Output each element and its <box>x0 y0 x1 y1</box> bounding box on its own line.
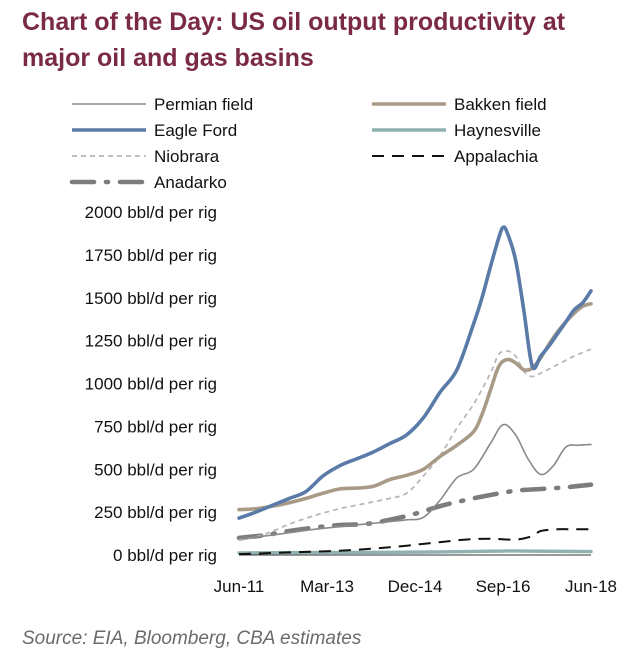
legend-item-permian-field: Permian field <box>72 95 253 114</box>
y-tick-label: 1000 bbl/d per rig <box>85 375 217 394</box>
series-line-niobrara <box>238 348 592 542</box>
series-group <box>236 225 594 556</box>
y-tick-label: 1500 bbl/d per rig <box>85 289 217 308</box>
legend-label-anadarko: Anadarko <box>154 173 227 192</box>
legend-label-bakken-field: Bakken field <box>454 95 547 114</box>
series-line-appalachia <box>238 528 591 556</box>
legend-label-appalachia: Appalachia <box>454 147 539 166</box>
x-tick-label: Dec-14 <box>388 577 443 596</box>
x-tick-label: Mar-13 <box>300 577 354 596</box>
series-line-anadarko <box>236 482 594 541</box>
legend-label-niobrara: Niobrara <box>154 147 220 166</box>
y-tick-label: 250 bbl/d per rig <box>94 503 217 522</box>
y-tick-label: 750 bbl/d per rig <box>94 417 217 436</box>
y-tick-label: 500 bbl/d per rig <box>94 460 217 479</box>
x-tick-label: Sep-16 <box>476 577 531 596</box>
y-tick-label: 0 bbl/d per rig <box>113 546 217 565</box>
y-tick-label: 1250 bbl/d per rig <box>85 332 217 351</box>
y-tick-label: 1750 bbl/d per rig <box>85 246 217 265</box>
x-axis-ticks: Jun-11 Mar-13 Dec-14 Sep-16 Jun-18 <box>214 577 617 596</box>
x-tick-label: Jun-11 <box>214 577 265 596</box>
series-line-bakken-field <box>237 302 593 512</box>
series-line-permian-field <box>238 423 592 540</box>
legend: Permian field Bakken field Eagle Ford Hayne… <box>69 95 547 192</box>
series-line-eagle-ford <box>237 225 593 520</box>
y-axis-ticks: 0 bbl/d per rig 250 bbl/d per rig 500 bbl/… <box>85 203 217 565</box>
y-tick-label: 2000 bbl/d per rig <box>85 203 217 222</box>
legend-label-eagle-ford: Eagle Ford <box>154 121 237 140</box>
legend-label-haynesville: Haynesville <box>454 121 541 140</box>
page-title: Chart of the Day: US oil output producti… <box>22 8 566 72</box>
series-line-haynesville <box>237 549 593 555</box>
legend-item-eagle-ford: Eagle Ford <box>72 121 237 140</box>
legend-item-appalachia: Appalachia <box>372 147 539 166</box>
legend-item-anadarko: Anadarko <box>69 173 227 192</box>
x-tick-label: Jun-18 <box>565 577 617 596</box>
source-note: Source: EIA, Bloomberg, CBA estimates <box>22 628 362 649</box>
legend-item-niobrara: Niobrara <box>72 147 220 166</box>
legend-item-haynesville: Haynesville <box>372 121 541 140</box>
legend-label-permian-field: Permian field <box>154 95 253 114</box>
legend-item-bakken-field: Bakken field <box>372 95 547 114</box>
